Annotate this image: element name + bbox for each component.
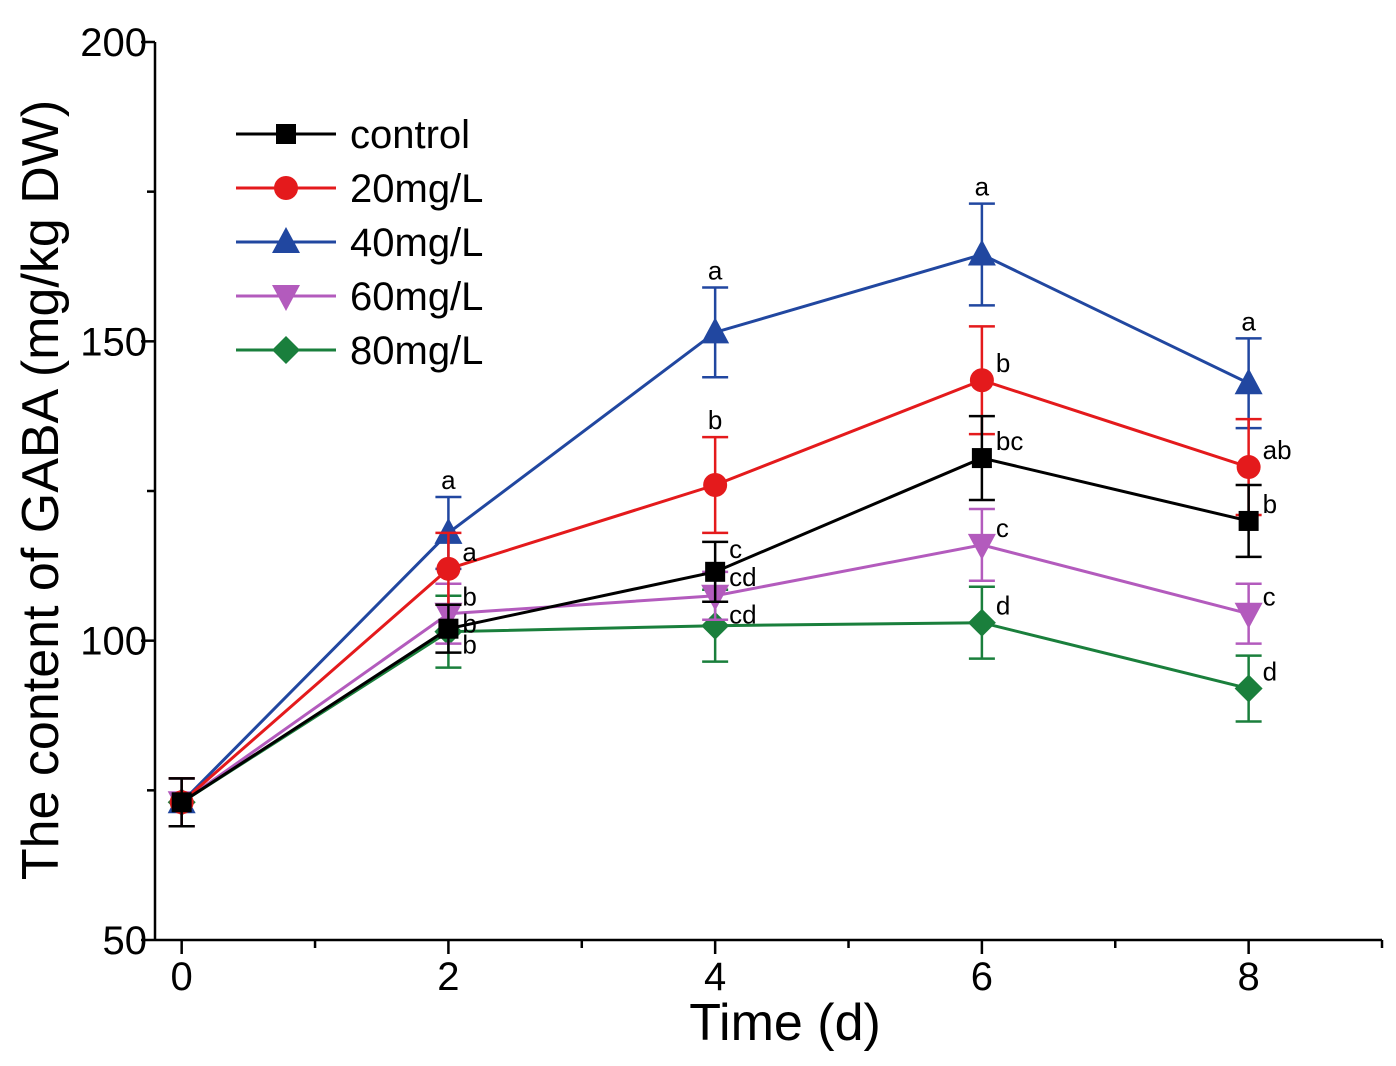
legend-label: 20mg/L bbox=[350, 167, 483, 211]
data-point bbox=[967, 608, 996, 637]
axes: 50 100 150 200 0 2 4 6 8 bbox=[80, 21, 1384, 999]
legend-marker bbox=[272, 227, 300, 253]
significance-label: b bbox=[1263, 489, 1277, 519]
data-point bbox=[1236, 455, 1261, 480]
significance-label: b bbox=[462, 582, 476, 612]
significance-label: a bbox=[975, 172, 990, 202]
legend-label: 80mg/L bbox=[350, 329, 483, 373]
significance-label: b bbox=[462, 609, 476, 639]
significance-label: c bbox=[1263, 582, 1276, 612]
significance-label: c bbox=[996, 513, 1009, 543]
legend-label: 60mg/L bbox=[350, 275, 483, 319]
significance-label: b bbox=[462, 630, 476, 660]
legend-marker bbox=[272, 336, 300, 364]
x-tick-label: 4 bbox=[704, 955, 726, 999]
y-tick-label: 50 bbox=[103, 919, 148, 963]
significance-label: a bbox=[441, 465, 456, 495]
significance-label: a bbox=[462, 537, 477, 567]
significance-label: a bbox=[708, 255, 723, 285]
x-tick-label: 6 bbox=[971, 955, 993, 999]
series-40mg-l bbox=[167, 202, 1263, 828]
significance-label: c bbox=[729, 534, 742, 564]
legend-item: 60mg/L bbox=[236, 275, 483, 319]
significance-label: ab bbox=[1263, 435, 1292, 465]
data-point bbox=[434, 517, 463, 544]
significance-label: bc bbox=[996, 426, 1023, 456]
significance-label: cd bbox=[729, 562, 756, 592]
data-point bbox=[967, 239, 996, 266]
x-axis-title: Time (d) bbox=[689, 994, 881, 1052]
legend: control 20mg/L 40mg/L 60mg/L 80mg/L bbox=[236, 113, 483, 373]
y-tick-label: 100 bbox=[80, 620, 147, 664]
legend-item: 80mg/L bbox=[236, 329, 483, 373]
data-point bbox=[436, 556, 461, 581]
x-tick-label: 2 bbox=[437, 955, 459, 999]
data-point bbox=[971, 448, 992, 469]
significance-label: b bbox=[708, 405, 722, 435]
significance-label: b bbox=[996, 348, 1010, 378]
data-point bbox=[1234, 674, 1263, 703]
series-layer bbox=[167, 202, 1263, 828]
y-axis-title: The content of GABA (mg/kg DW) bbox=[12, 100, 70, 880]
legend-item: 40mg/L bbox=[236, 221, 483, 265]
legend-marker bbox=[274, 176, 298, 200]
x-tick-label: 8 bbox=[1238, 955, 1260, 999]
data-point bbox=[438, 618, 459, 639]
series-control bbox=[168, 414, 1262, 828]
significance-label: d bbox=[996, 591, 1010, 621]
data-point bbox=[701, 317, 730, 344]
y-tick-label: 150 bbox=[80, 320, 147, 364]
data-point bbox=[1238, 510, 1259, 531]
data-point bbox=[1234, 602, 1263, 629]
data-point bbox=[703, 473, 728, 498]
y-tick-label: 200 bbox=[80, 21, 147, 65]
significance-label: cd bbox=[729, 600, 756, 630]
legend-item: control bbox=[236, 113, 470, 157]
data-point bbox=[969, 368, 994, 393]
x-tick-label: 0 bbox=[171, 955, 193, 999]
legend-marker bbox=[276, 124, 296, 144]
significance-label: d bbox=[1263, 657, 1277, 687]
legend-label: control bbox=[350, 113, 470, 157]
data-point bbox=[967, 533, 996, 560]
legend-marker bbox=[272, 285, 300, 311]
legend-label: 40mg/L bbox=[350, 221, 483, 265]
data-point bbox=[1234, 368, 1263, 395]
legend-item: 20mg/L bbox=[236, 167, 483, 211]
data-point bbox=[705, 561, 726, 582]
data-point bbox=[171, 792, 192, 813]
significance-label: a bbox=[1241, 306, 1256, 336]
series-80mg-l bbox=[167, 585, 1263, 828]
